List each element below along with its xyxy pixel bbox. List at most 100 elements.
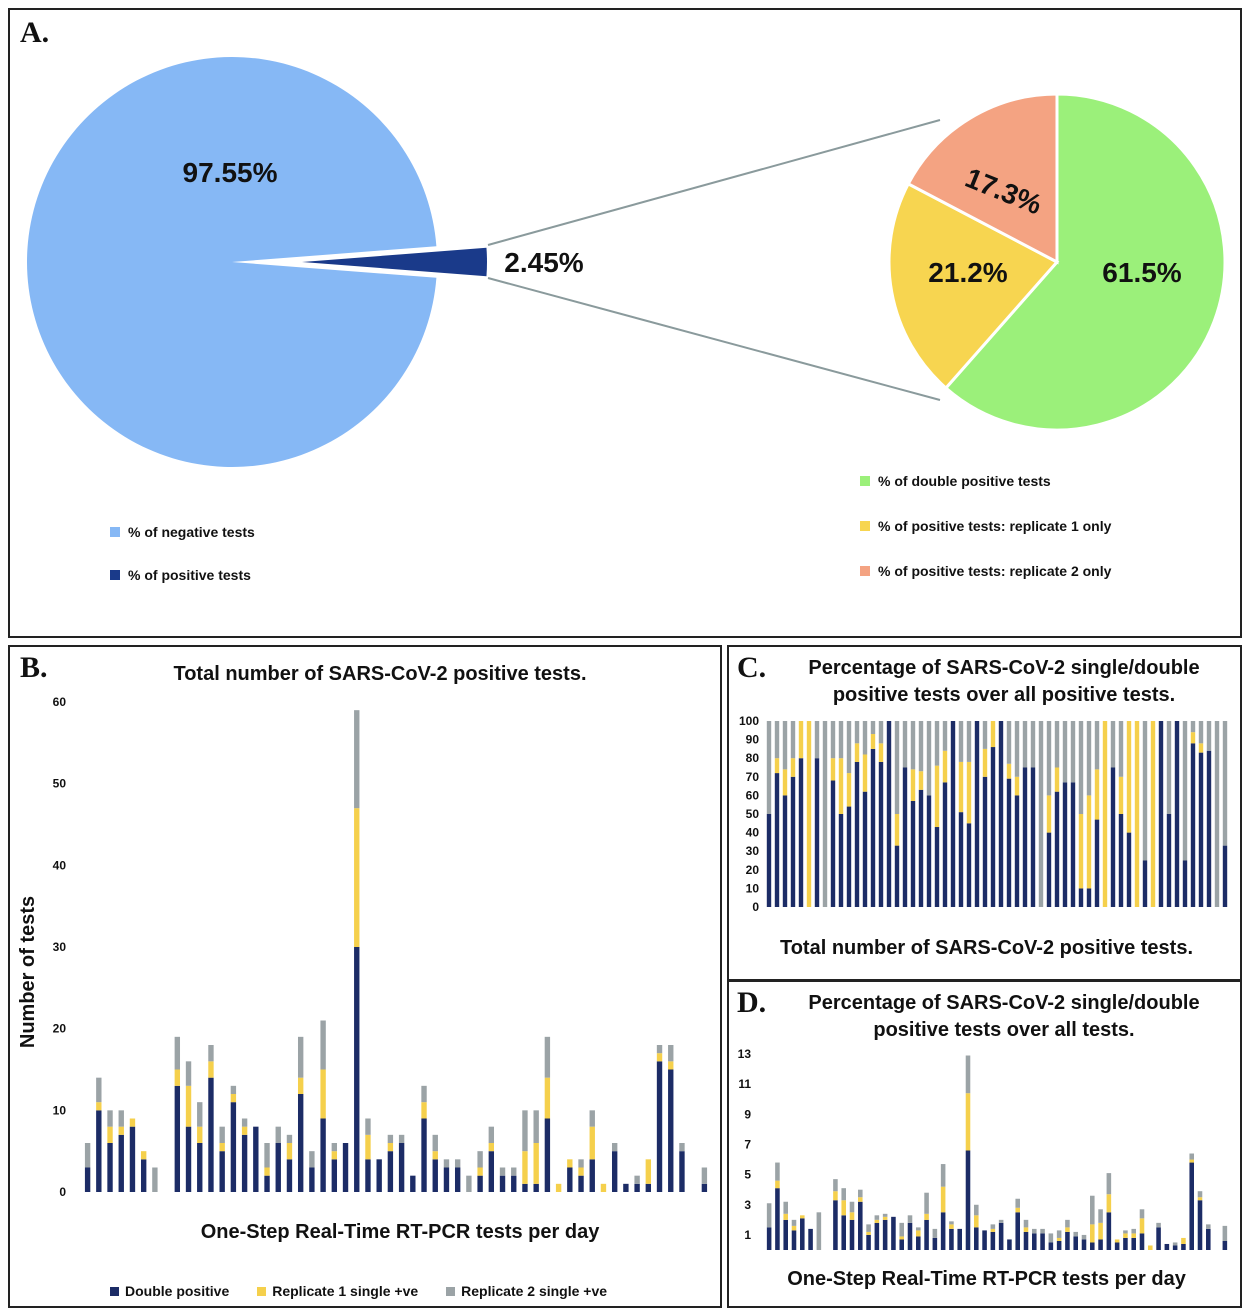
chartC-bar-double (790, 776, 796, 907)
panel-a-label: A. (20, 16, 50, 49)
pie-slice-positive (302, 247, 487, 277)
chartD-bar-double (998, 1222, 1004, 1250)
chartC-bar-double (1014, 795, 1020, 907)
chartD-bar-rep2 (990, 1224, 996, 1229)
chartD-bar-double (957, 1228, 962, 1250)
chartC-bar-rep1 (846, 773, 852, 807)
chartC-bar-rep2 (854, 721, 860, 744)
chartC-bar-double (894, 845, 900, 907)
chartB-bar-rep2 (174, 1036, 181, 1070)
chartC-bar-rep1 (782, 769, 788, 796)
chartC-bar-rep2 (1094, 721, 1100, 770)
chartB-bar-rep2 (522, 1110, 528, 1152)
chartC-bar-rep2 (1222, 721, 1228, 846)
chartD-bar-rep2 (1197, 1191, 1203, 1198)
chartC-bar-double (1174, 721, 1180, 907)
bar-chart-b: 0 10 20 30 40 50 60 Number of tests (17, 695, 708, 1199)
chartC-bar-rep2 (1070, 721, 1076, 783)
legend-label-rep1-b: Replicate 1 single +ve (272, 1283, 419, 1299)
chartC-ytick: 40 (746, 826, 760, 840)
chartC-bar-rep2 (1014, 721, 1020, 777)
chartC-ytick: 10 (746, 881, 760, 895)
chartB-bar-rep2 (466, 1175, 472, 1192)
chartC-bar-rep1 (1054, 767, 1060, 792)
chartB-bar-double (589, 1159, 595, 1192)
pie-label-negative: 97.55% (183, 157, 278, 188)
chartC-bar-double (1078, 888, 1084, 907)
chartD-bar-rep1 (1139, 1218, 1145, 1234)
chartB-ytick: 40 (53, 858, 67, 872)
chartD-bar-double (924, 1219, 929, 1250)
chartD-bar-rep2 (775, 1162, 780, 1181)
panel-b-xlabel: One-Step Real-Time RT-PCR tests per day (200, 1221, 600, 1243)
chartC-bar-rep2 (902, 721, 908, 768)
chartC-bar-rep2 (1086, 721, 1092, 796)
chartD-bar-double (1098, 1239, 1103, 1250)
chartC-bar-double (1222, 845, 1228, 907)
chartD-bar-rep2 (1048, 1233, 1054, 1243)
chartC-ytick: 50 (746, 807, 760, 821)
chartB-ytick: 20 (53, 1022, 67, 1036)
chartC-bar-rep2 (1038, 721, 1044, 907)
chartC-bar-double (1110, 767, 1116, 907)
chartB-bar-double (264, 1175, 270, 1192)
chartB-bar-rep1 (264, 1167, 270, 1176)
legend-swatch-double (860, 476, 870, 486)
chartB-bar-double (331, 1159, 338, 1192)
legend-swatch-rep2 (860, 566, 870, 576)
chartD-bar-rep2 (816, 1212, 822, 1250)
chartC-bar-double (1142, 860, 1148, 907)
chartD-bar-double (874, 1222, 880, 1250)
chartD-bar-rep2 (1056, 1230, 1062, 1238)
chartC-bar-double (934, 827, 940, 907)
chartB-bar-rep1 (107, 1126, 113, 1143)
chartB-bar-double (253, 1126, 259, 1192)
chartB-bar-double (107, 1143, 113, 1192)
chartD-bar-rep1 (1181, 1237, 1186, 1244)
chartD-bar-rep1 (1148, 1245, 1153, 1250)
chartD-bar-rep2 (940, 1164, 946, 1187)
chartC-bar-rep2 (790, 721, 796, 759)
chartC-bar-rep2 (782, 721, 788, 770)
chartB-bar-double (544, 1118, 551, 1192)
chartB-bar-rep2 (398, 1134, 405, 1143)
chartD-bar-rep2 (1156, 1222, 1161, 1228)
chartC-bar-rep2 (1198, 721, 1204, 744)
legend-swatch-double-b (110, 1286, 119, 1296)
panel-b-legend: Double positive Replicate 1 single +ve R… (110, 1283, 607, 1299)
chartB-ytick: 60 (53, 695, 67, 709)
pie-slice-rep2 (906, 92, 1059, 265)
chartD-bar-double (1040, 1233, 1045, 1250)
chartB-bar-rep2 (219, 1126, 225, 1143)
chartD-bar-double (882, 1219, 888, 1250)
chartB-bar-rep2 (668, 1045, 674, 1062)
chartC-bar-double (1158, 721, 1164, 907)
chartC-bar-double (1070, 782, 1076, 907)
chartC-bar-double (854, 761, 860, 907)
chartB-bar-rep2 (679, 1143, 685, 1152)
chartD-bar-double (800, 1218, 805, 1250)
chartD-bar-rep1 (882, 1216, 888, 1220)
chartD-bar-double (1090, 1242, 1095, 1250)
chartB-bar-double (84, 1167, 91, 1192)
chartC-bar-rep2 (862, 721, 868, 755)
chartB-bar-double (230, 1102, 237, 1192)
chartB-ytick: 30 (53, 940, 67, 954)
chartB-bar-rep2 (365, 1118, 371, 1135)
chartD-bar-double (940, 1212, 946, 1250)
chartD-bar-double (775, 1188, 780, 1250)
chartD-bar-double (965, 1150, 971, 1250)
chartB-bar-rep1 (387, 1143, 394, 1152)
panel-c-label: C. (737, 651, 767, 684)
chartD-bar-rep2 (1098, 1209, 1103, 1223)
chartB-bar-rep1 (555, 1183, 562, 1192)
chartD-bar-rep2 (1081, 1234, 1087, 1240)
chartC-bar-double (990, 747, 996, 907)
panel-c-xlabel: Total number of SARS-CoV-2 positive test… (779, 937, 1194, 959)
chartB-bar-rep1 (286, 1143, 293, 1160)
chartC-bar-double (1182, 860, 1188, 907)
chartB-bar-rep2 (297, 1036, 304, 1078)
chartC-bar-rep2 (838, 721, 844, 759)
chartC-bar-double (1094, 819, 1100, 907)
pie-label-rep1: 21.2% (928, 257, 1007, 288)
